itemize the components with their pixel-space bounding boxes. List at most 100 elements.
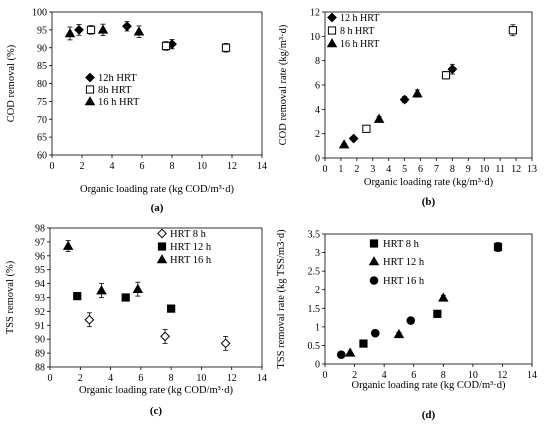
series-1: [84, 312, 231, 351]
data-point: [96, 285, 107, 295]
series-1: [74, 21, 177, 50]
x-tick-label: 5: [402, 164, 407, 175]
x-tick-label: 10: [196, 373, 206, 384]
x-tick-label: 10: [197, 161, 207, 172]
y-tick-label: 97: [35, 237, 45, 248]
data-point: [447, 64, 458, 75]
legend-label: HRT 16 h: [383, 276, 425, 287]
data-point: [508, 26, 517, 35]
y-tick-label: 0.5: [308, 341, 321, 352]
panel-label: (a): [151, 202, 164, 214]
chart-panel-4: 0 2 4 6 8 10 12 14 0 0.5 1 1.5 2 2.5 3 3.5 Organic loadi…: [276, 229, 537, 421]
legend-label: HRT 12 h: [170, 242, 212, 253]
data-point: [167, 304, 176, 313]
x-tick-label: 12: [227, 373, 237, 384]
legend-label: HRT 12 h: [383, 257, 425, 268]
series-1: [348, 63, 458, 144]
legend-marker: [157, 242, 167, 251]
x-tick-label: 6: [411, 370, 416, 381]
legend-marker: [369, 276, 379, 285]
x-tick-label: 0: [323, 370, 328, 381]
x-tick-label: 8: [170, 161, 175, 172]
x-tick-label: 4: [382, 370, 387, 381]
data-point: [121, 293, 130, 302]
x-tick-label: 0: [48, 373, 53, 384]
x-tick-label: 4: [108, 373, 113, 384]
series-2: [362, 24, 517, 133]
y-tick-label: 2: [315, 285, 320, 296]
y-tick-label: 85: [37, 61, 47, 72]
data-point: [160, 331, 170, 342]
data-point: [412, 88, 423, 98]
x-tick-label: 7: [434, 164, 439, 175]
y-tick-label: 96: [35, 251, 45, 262]
y-tick-label: 1: [315, 322, 320, 333]
legend-entry: 16 h HRT: [326, 38, 379, 50]
legend-label: 12h HRT: [98, 73, 137, 84]
y-tick-label: 91: [35, 321, 45, 332]
y-tick-label: 98: [35, 224, 45, 235]
y-tick-label: 8: [315, 56, 320, 67]
series-2: [73, 292, 176, 313]
x-tick-label: 10: [479, 164, 489, 175]
y-tick-label: 1.5: [308, 304, 321, 315]
data-point: [74, 24, 84, 35]
legend-marker: [369, 239, 379, 248]
legend-entry: HRT 16 h: [369, 276, 425, 287]
y-tick-label: 0: [315, 154, 320, 165]
panel-label: (c): [150, 405, 163, 417]
data-point: [64, 28, 76, 38]
x-tick-label: 0: [50, 161, 55, 172]
series-2: [86, 25, 231, 53]
series-3: [338, 88, 423, 149]
legend-label: HRT 16 h: [170, 255, 212, 266]
y-tick-label: 90: [35, 335, 45, 346]
data-point: [393, 328, 405, 339]
plot-area: [51, 11, 263, 156]
panel-label: (d): [422, 409, 436, 421]
y-tick-label: 93: [35, 293, 45, 304]
y-tick-label: 95: [37, 25, 47, 36]
y-tick-label: 2: [315, 129, 320, 140]
x-tick-label: 11: [495, 164, 505, 175]
x-tick-label: 10: [468, 370, 478, 381]
y-tick-label: 2.5: [308, 267, 321, 278]
data-point: [122, 21, 132, 32]
y-tick-label: 94: [35, 279, 45, 290]
x-axis-label: Organic loading rate (kg COD/m³·d): [80, 184, 235, 195]
x-axis-label: Organic loading rate (kg COD/m³·d): [352, 380, 507, 391]
data-point: [84, 314, 95, 325]
series-1: [359, 242, 503, 348]
legend-entry: 8 h HRT: [327, 26, 374, 37]
data-point: [338, 139, 350, 149]
legend-marker: [327, 12, 337, 23]
x-tick-label: 6: [138, 373, 143, 384]
data-point: [370, 328, 380, 338]
x-tick-label: 4: [386, 164, 391, 175]
y-tick-label: 90: [37, 43, 47, 54]
legend-entry: 16 h HRT: [84, 96, 140, 108]
x-tick-label: 2: [354, 164, 359, 175]
data-point: [161, 41, 171, 51]
chart-panel-1: 0 2 4 6 8 10 12 14 60 65 70 75 80 85 90 95 100 Organic lo…: [6, 8, 267, 215]
y-tick-label: 80: [37, 79, 47, 90]
legend-marker: [368, 256, 380, 266]
x-tick-label: 3: [370, 164, 375, 175]
y-tick-label: 0: [315, 360, 320, 371]
chart-panel-3: 0 2 4 6 8 10 12 14 88 89 90 91 92 93 94 95 96 97 98 Organic…: [5, 224, 267, 418]
legend-entry: HRT 12 h: [368, 256, 425, 268]
y-tick-label: 6: [315, 81, 320, 92]
series-3: [64, 23, 145, 41]
y-tick-label: 3: [315, 248, 320, 259]
legend-entry: HRT 8 h: [369, 239, 420, 250]
data-point: [441, 71, 451, 80]
y-tick-label: 92: [35, 307, 45, 318]
x-tick-label: 14: [257, 373, 267, 384]
x-tick-label: 12: [497, 370, 507, 381]
x-tick-label: 14: [257, 161, 267, 172]
y-axis-label: TSS removal (%): [5, 260, 16, 334]
x-tick-label: 8: [450, 164, 455, 175]
y-tick-label: 75: [37, 97, 47, 108]
legend-entry: HRT 16 h: [156, 254, 212, 266]
data-point: [362, 124, 371, 133]
